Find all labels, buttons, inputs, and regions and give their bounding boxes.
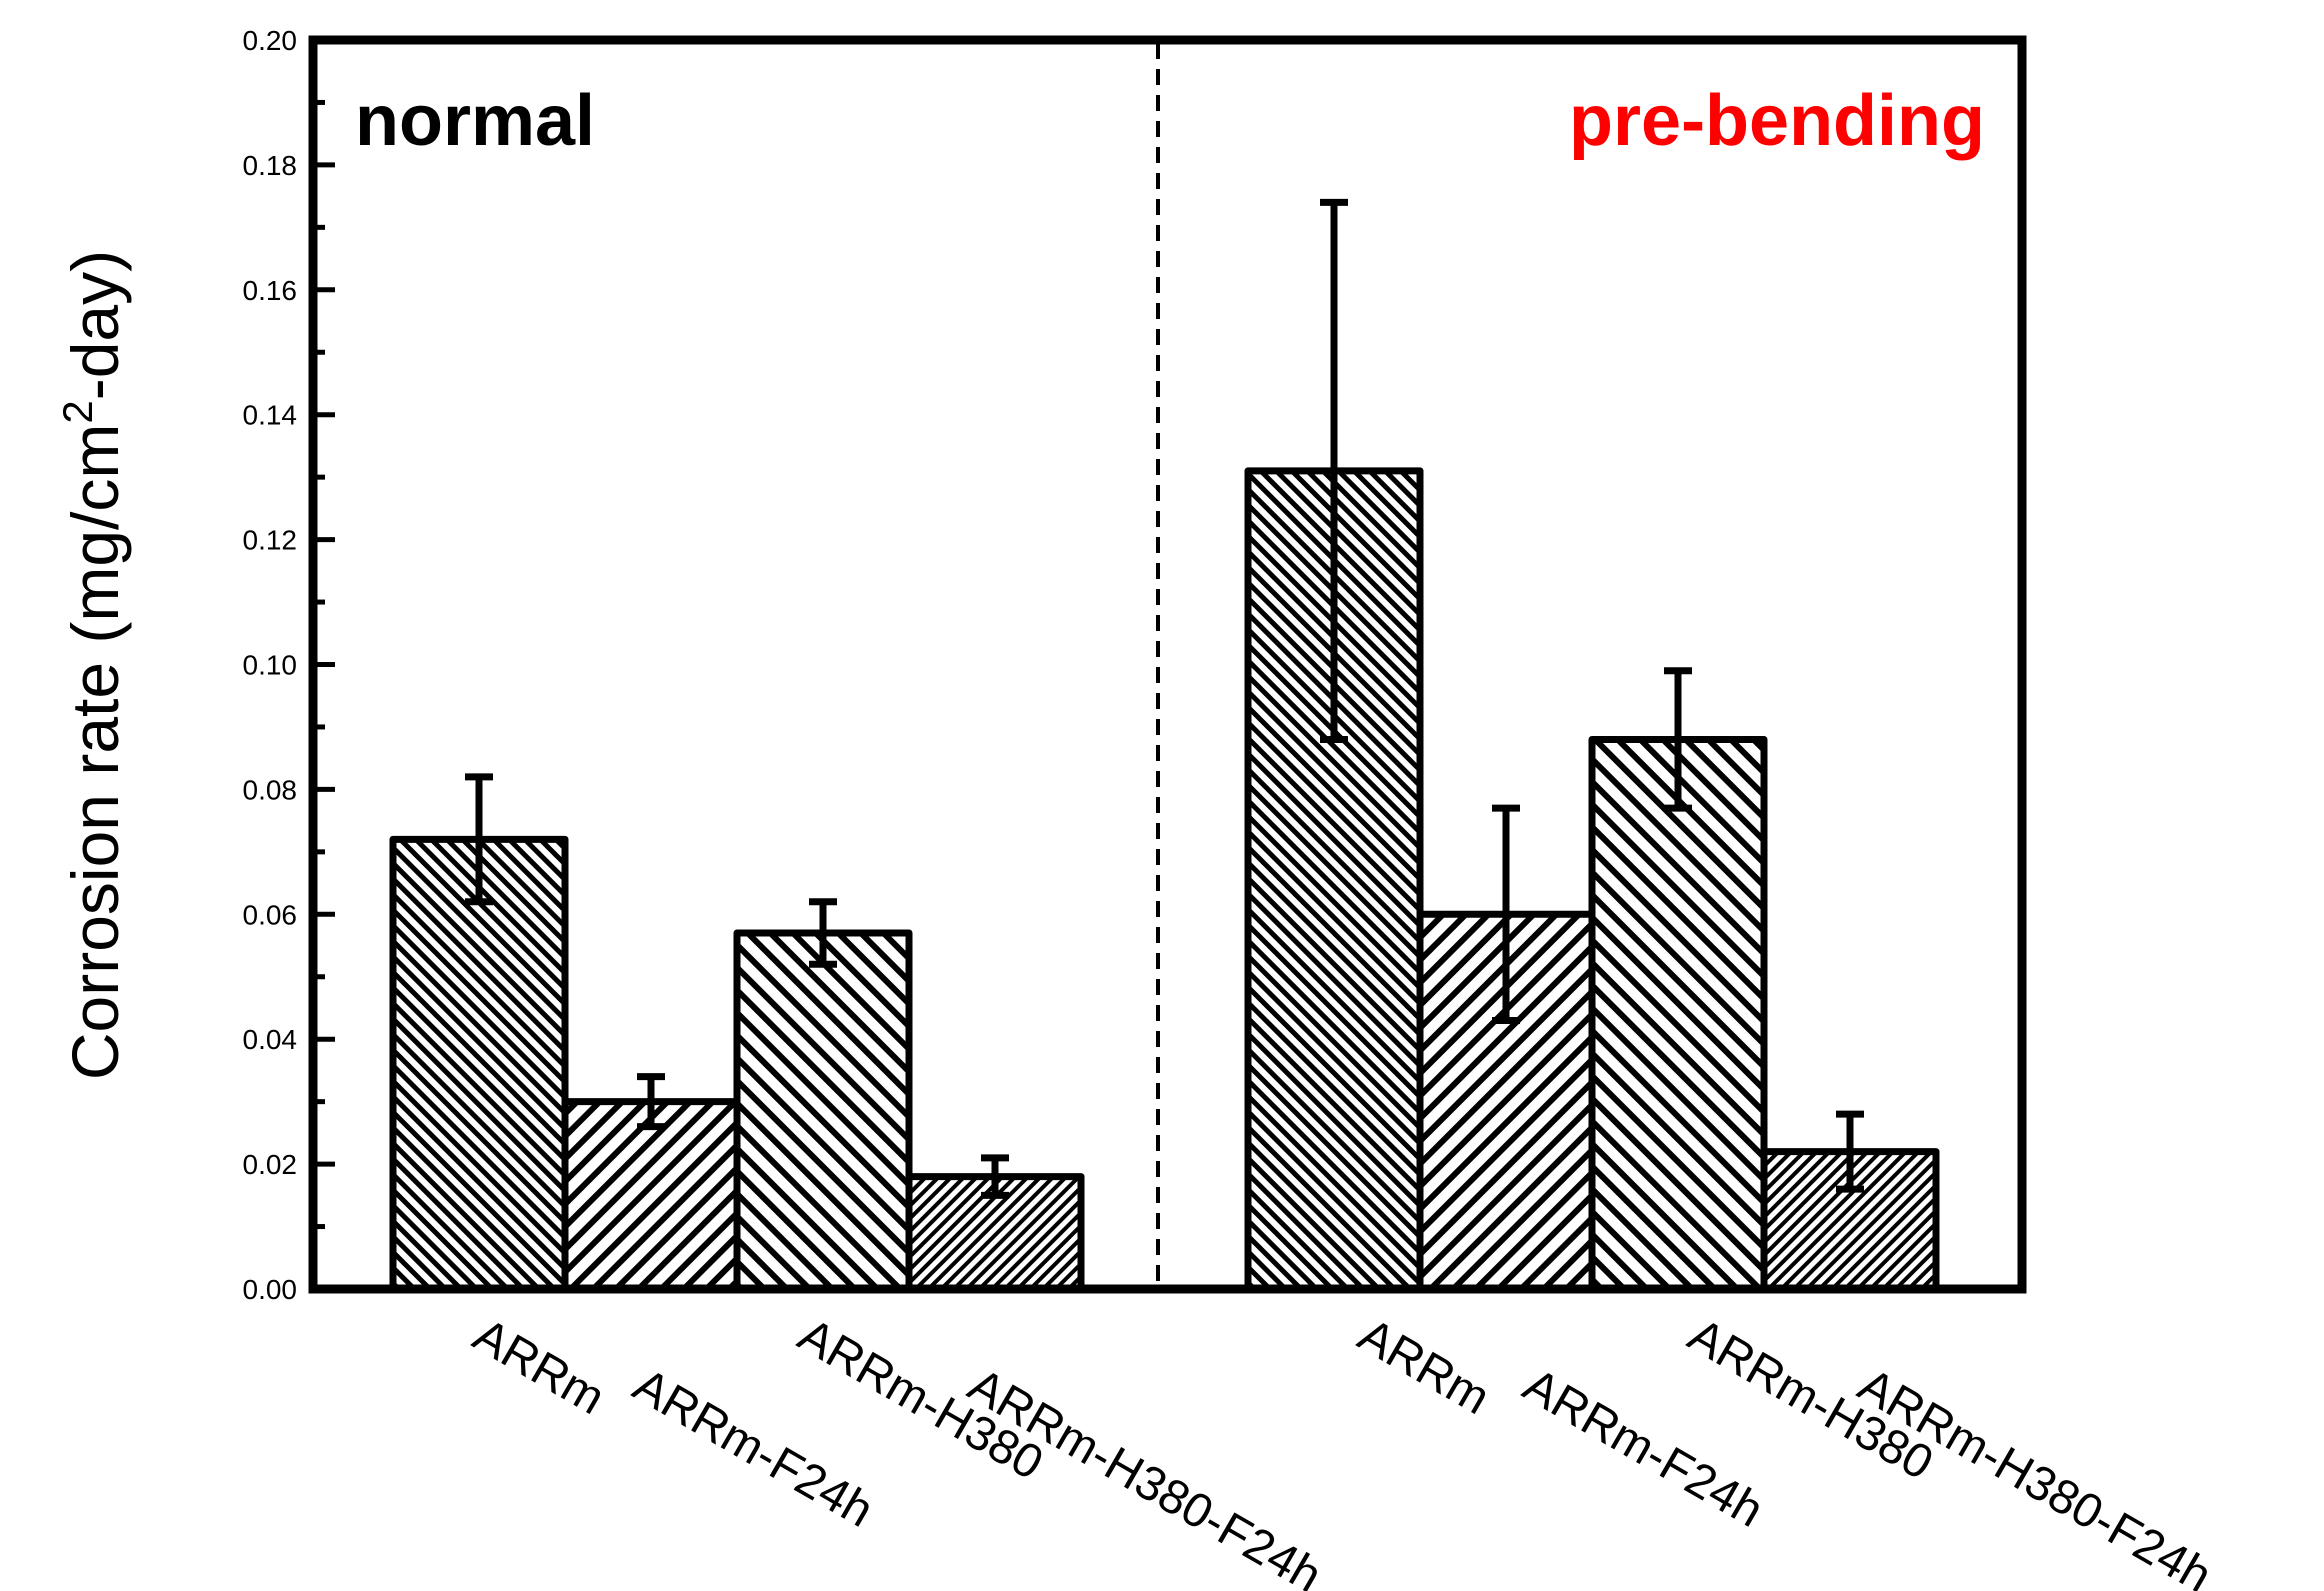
y-tick-label: 0.14 xyxy=(243,400,298,431)
y-tick-label: 0.18 xyxy=(243,150,298,181)
category-label: ARRm xyxy=(1350,1309,1499,1426)
y-tick-label: 0.06 xyxy=(243,899,298,930)
y-tick-label: 0.12 xyxy=(243,525,298,556)
category-label: ARRm xyxy=(465,1309,614,1426)
bar xyxy=(389,835,569,1293)
plot-frame xyxy=(308,35,2027,1294)
bar xyxy=(1588,735,1768,1293)
panel-label-pre-bending: pre-bending xyxy=(1569,81,1985,161)
y-axis-ticks: 0.00 0.02 0.04 0.06 0.08 0.10 0.12 0.14 0.16 0.18… xyxy=(243,25,335,1305)
y-tick-label: 0.20 xyxy=(243,25,298,56)
y-tick-label: 0.16 xyxy=(243,275,298,306)
bar xyxy=(733,929,913,1293)
bars xyxy=(389,467,1940,1293)
y-tick-label: 0.08 xyxy=(243,774,298,805)
y-tick-label: 0.02 xyxy=(243,1149,298,1180)
panel-label-normal: normal xyxy=(355,81,595,161)
y-tick-label: 0.00 xyxy=(243,1274,298,1305)
y-tick-label: 0.10 xyxy=(243,650,298,681)
y-axis-label: Corrosion rate (mg/cm2-day) xyxy=(54,250,132,1080)
error-bars xyxy=(465,198,1864,1199)
y-tick-label: 0.04 xyxy=(243,1024,298,1055)
